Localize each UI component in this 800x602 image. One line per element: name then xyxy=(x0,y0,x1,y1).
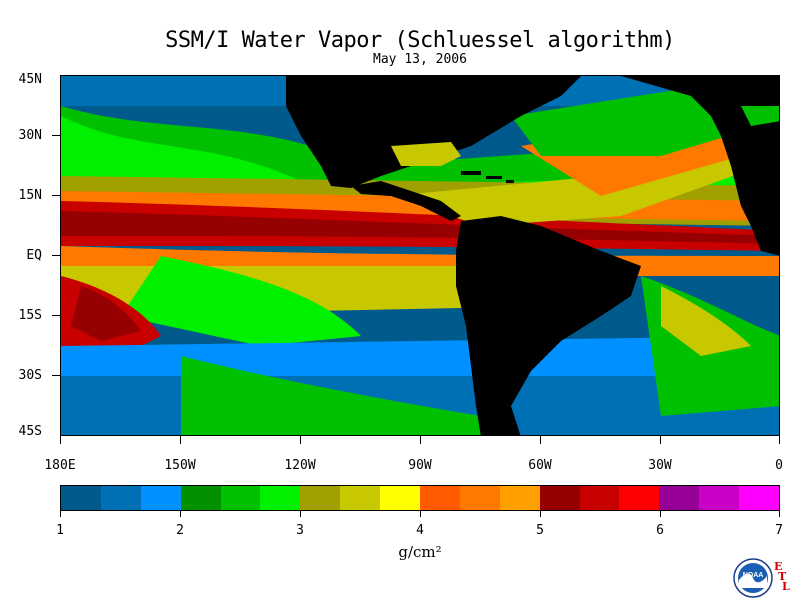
colorbar-label-2: 2 xyxy=(176,523,184,538)
colorbar-swatch xyxy=(140,486,181,510)
map-title: SSM/I Water Vapor (Schluessel algorithm) xyxy=(165,28,675,53)
colorbar-swatch xyxy=(499,486,540,510)
colorbar-swatch xyxy=(100,486,141,510)
colorbar-swatch xyxy=(579,486,620,510)
etl-label: E T L xyxy=(774,560,790,593)
lat-label-45n: 45N xyxy=(18,72,42,87)
colorbar-label-1: 1 xyxy=(56,523,64,538)
lat-label-15n: 15N xyxy=(18,188,42,203)
colorbar-label-3: 3 xyxy=(296,523,304,538)
lon-label-30w: 30W xyxy=(648,458,672,473)
colorbar-swatch xyxy=(300,486,341,510)
north-america-landmass xyxy=(286,76,581,188)
colorbar-swatch xyxy=(539,486,580,510)
colorbar-swatch xyxy=(260,486,301,510)
lat-label-30n: 30N xyxy=(18,128,42,143)
colorbar-swatch xyxy=(739,486,780,510)
colorbar-swatch xyxy=(659,486,700,510)
lat-label-15s: 15S xyxy=(18,308,42,323)
colorbar-swatch xyxy=(699,486,740,510)
noaa-logo-text: NOAA xyxy=(743,572,764,579)
colorbar-swatch xyxy=(420,486,460,510)
lon-label-90w: 90W xyxy=(408,458,432,473)
colorbar-swatch xyxy=(220,486,261,510)
lon-label-120w: 120W xyxy=(284,458,316,473)
lat-label-45s: 45S xyxy=(18,424,42,439)
colorbar-label-7: 7 xyxy=(775,523,783,538)
colorbar-swatch xyxy=(619,486,660,510)
colorbar-label-5: 5 xyxy=(536,523,544,538)
colorbar-swatch xyxy=(180,486,221,510)
colorbar xyxy=(60,485,780,511)
colorbar-swatch xyxy=(340,486,381,510)
lon-label-180e: 180E xyxy=(44,458,76,473)
colorbar-swatch xyxy=(459,486,500,510)
lat-label-30s: 30S xyxy=(18,368,42,383)
units-label: g/cm² xyxy=(398,543,442,561)
lon-label-0: 0 xyxy=(775,458,783,473)
lat-label-eq: EQ xyxy=(26,248,42,263)
colorbar-swatch xyxy=(61,486,101,510)
colorbar-swatch xyxy=(380,486,421,510)
lon-label-150w: 150W xyxy=(164,458,196,473)
south-america-landmass xyxy=(456,216,641,435)
map-canvas xyxy=(61,76,779,435)
colorbar-label-4: 4 xyxy=(416,523,424,538)
lon-label-60w: 60W xyxy=(528,458,552,473)
noaa-logo-icon: NOAA xyxy=(733,558,773,598)
water-vapor-map xyxy=(60,75,780,436)
colorbar-label-6: 6 xyxy=(656,523,664,538)
map-date: May 13, 2006 xyxy=(373,52,467,67)
europe-africa-landmass xyxy=(621,76,779,256)
